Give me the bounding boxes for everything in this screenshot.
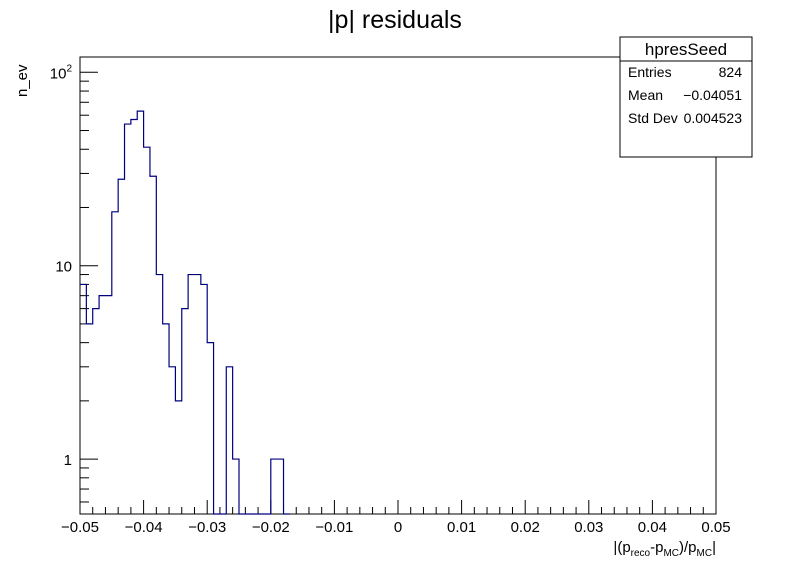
histogram-line <box>80 110 290 515</box>
x-tick-label: −0.04 <box>125 519 163 536</box>
x-label-sub1: reco <box>631 548 651 559</box>
y-tick-label: 10 <box>55 259 72 276</box>
x-tick-label: −0.01 <box>315 519 353 536</box>
x-tick-label: 0.02 <box>511 519 540 536</box>
stats-mean-value: −0.04051 <box>683 87 742 103</box>
x-label-suffix: | <box>712 539 716 556</box>
x-tick-label: 0 <box>394 519 402 536</box>
y-tick-label: 102 <box>50 63 73 82</box>
x-tick-label: −0.03 <box>188 519 226 536</box>
x-tick-label: 0.04 <box>638 519 667 536</box>
chart-title: |p| residuals <box>328 6 462 34</box>
stats-box: hpresSeed Entries 824 Mean −0.04051 Std … <box>619 36 753 158</box>
x-label-sub3: MC <box>697 548 713 559</box>
stats-stddev-value: 0.004523 <box>684 110 743 126</box>
histogram-series <box>80 110 290 515</box>
x-tick-label: 0.03 <box>574 519 603 536</box>
x-axis-label: |(preco-pMC)/pMC| <box>613 539 716 559</box>
x-axis: −0.05 −0.04 −0.03 −0.02 −0.01 0 0.01 0.02 0.03 0.… <box>61 500 731 536</box>
y-axis-label: n_ev <box>14 64 31 97</box>
x-tick-label: 0.01 <box>447 519 476 536</box>
x-label-mid2: )/p <box>679 539 697 556</box>
x-tick-label: −0.05 <box>61 519 99 536</box>
y-axis: 1 10 102 <box>50 63 98 503</box>
stats-box-frame <box>619 36 753 158</box>
x-label-prefix: |(p <box>613 539 630 556</box>
x-tick-label: −0.02 <box>252 519 290 536</box>
x-tick-label: 0.05 <box>701 519 730 536</box>
stats-box-title: hpresSeed <box>645 40 727 59</box>
stats-mean-label: Mean <box>628 87 663 103</box>
x-label-mid: -p <box>650 539 663 556</box>
stats-stddev-label: Std Dev <box>628 110 678 126</box>
stats-entries-label: Entries <box>628 64 672 80</box>
x-label-sub2: MC <box>663 548 679 559</box>
stats-entries-value: 824 <box>719 64 743 80</box>
y-tick-label: 1 <box>64 452 72 469</box>
